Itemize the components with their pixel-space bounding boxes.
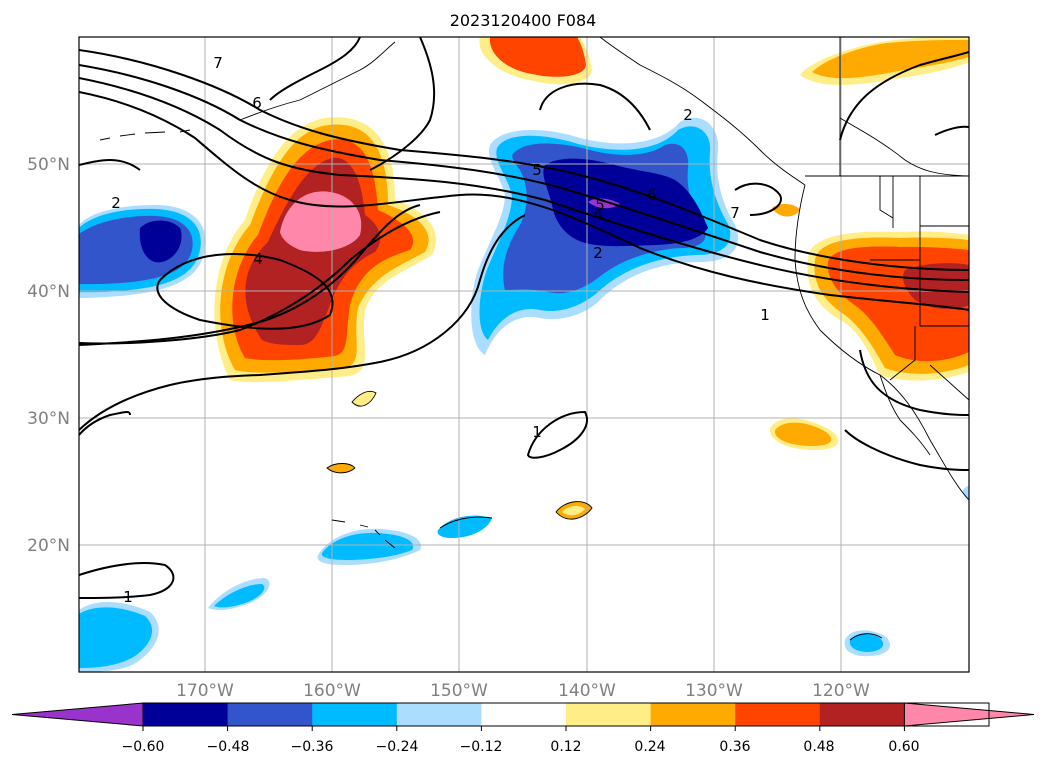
colorbar-tick-labels: −0.60 −0.48 −0.36 −0.24 −0.12 0.12 0.24 … bbox=[122, 739, 920, 755]
positive-anomaly-western-canada bbox=[800, 37, 969, 85]
contour-label: 4 bbox=[593, 206, 603, 224]
contour-label: 5 bbox=[595, 196, 605, 214]
map-panel: 7 6 5 4 2 2 4 5 6 7 2 1 1 1 bbox=[79, 37, 969, 672]
lon-label: 130°W bbox=[685, 681, 743, 701]
colorbar-tick-label: 0.48 bbox=[803, 739, 834, 755]
colorbar-tick-label: −0.24 bbox=[376, 739, 419, 755]
map-frame bbox=[78, 36, 970, 673]
contour-label-group: 7 6 5 4 2 2 4 5 6 7 2 1 1 1 bbox=[111, 54, 770, 606]
lon-label: 170°W bbox=[176, 681, 234, 701]
map-title: 2023120400 F084 bbox=[450, 11, 597, 30]
contour-label: 1 bbox=[532, 423, 542, 441]
longitude-labels: 170°W 160°W 150°W 140°W 130°W 120°W bbox=[176, 681, 870, 701]
lon-label: 160°W bbox=[303, 681, 361, 701]
colorbar-tick-label: −0.36 bbox=[291, 739, 334, 755]
colorbar-tick-label: −0.48 bbox=[207, 739, 250, 755]
negative-anomaly-west-pacific bbox=[79, 205, 206, 298]
graticule bbox=[79, 37, 969, 672]
colorbar-segment bbox=[650, 703, 736, 726]
positive-anomaly-gulf-of-alaska bbox=[479, 37, 592, 85]
colorbar-segments bbox=[11, 702, 1035, 727]
colorbar: −0.60 −0.48 −0.36 −0.24 −0.12 0.12 0.24 … bbox=[11, 702, 1035, 755]
colorbar-extend-min bbox=[11, 702, 144, 727]
contour-lines bbox=[79, 37, 969, 599]
colorbar-segment bbox=[143, 703, 229, 726]
contour-label: 2 bbox=[111, 194, 121, 212]
contour-label: 7 bbox=[730, 204, 740, 222]
negative-anomaly-northeast-pacific bbox=[471, 117, 739, 355]
lat-label: 30°N bbox=[27, 409, 70, 429]
colorbar-tick-label: −0.12 bbox=[460, 739, 503, 755]
contour-label: 2 bbox=[593, 244, 603, 262]
colorbar-tick-label: 0.60 bbox=[888, 739, 919, 755]
colorbar-segment bbox=[396, 703, 482, 726]
contour-label: 6 bbox=[647, 186, 657, 204]
colorbar-tick-label: 0.36 bbox=[719, 739, 750, 755]
lat-label: 20°N bbox=[27, 536, 70, 556]
negative-anomaly-south bbox=[79, 486, 969, 672]
contour-label: 2 bbox=[683, 106, 693, 124]
lon-label: 150°W bbox=[430, 681, 488, 701]
colorbar-segment bbox=[227, 703, 313, 726]
contour-label: 4 bbox=[253, 250, 263, 268]
colorbar-segment bbox=[566, 703, 652, 726]
colorbar-segment bbox=[819, 703, 905, 726]
colorbar-tick-label: 0.24 bbox=[634, 739, 665, 755]
latitude-labels: 50°N 40°N 30°N 20°N bbox=[27, 155, 70, 556]
contour-label: 1 bbox=[123, 588, 133, 606]
contour-label: 6 bbox=[252, 94, 262, 112]
colorbar-tick-marks bbox=[142, 726, 905, 731]
colorbar-tick-label: 0.12 bbox=[550, 739, 581, 755]
colorbar-extend-max bbox=[903, 702, 1035, 727]
lon-label: 120°W bbox=[812, 681, 870, 701]
lon-label: 140°W bbox=[558, 681, 616, 701]
lat-label: 40°N bbox=[27, 282, 70, 302]
contour-label: 5 bbox=[532, 161, 542, 179]
colorbar-segment bbox=[735, 703, 821, 726]
colorbar-segment bbox=[481, 703, 567, 726]
lat-label: 50°N bbox=[27, 155, 70, 175]
colorbar-segment bbox=[312, 703, 398, 726]
contour-label: 1 bbox=[760, 306, 770, 324]
contour-label: 7 bbox=[213, 54, 223, 72]
colorbar-tick-label: −0.60 bbox=[122, 739, 165, 755]
coastlines bbox=[99, 37, 969, 641]
